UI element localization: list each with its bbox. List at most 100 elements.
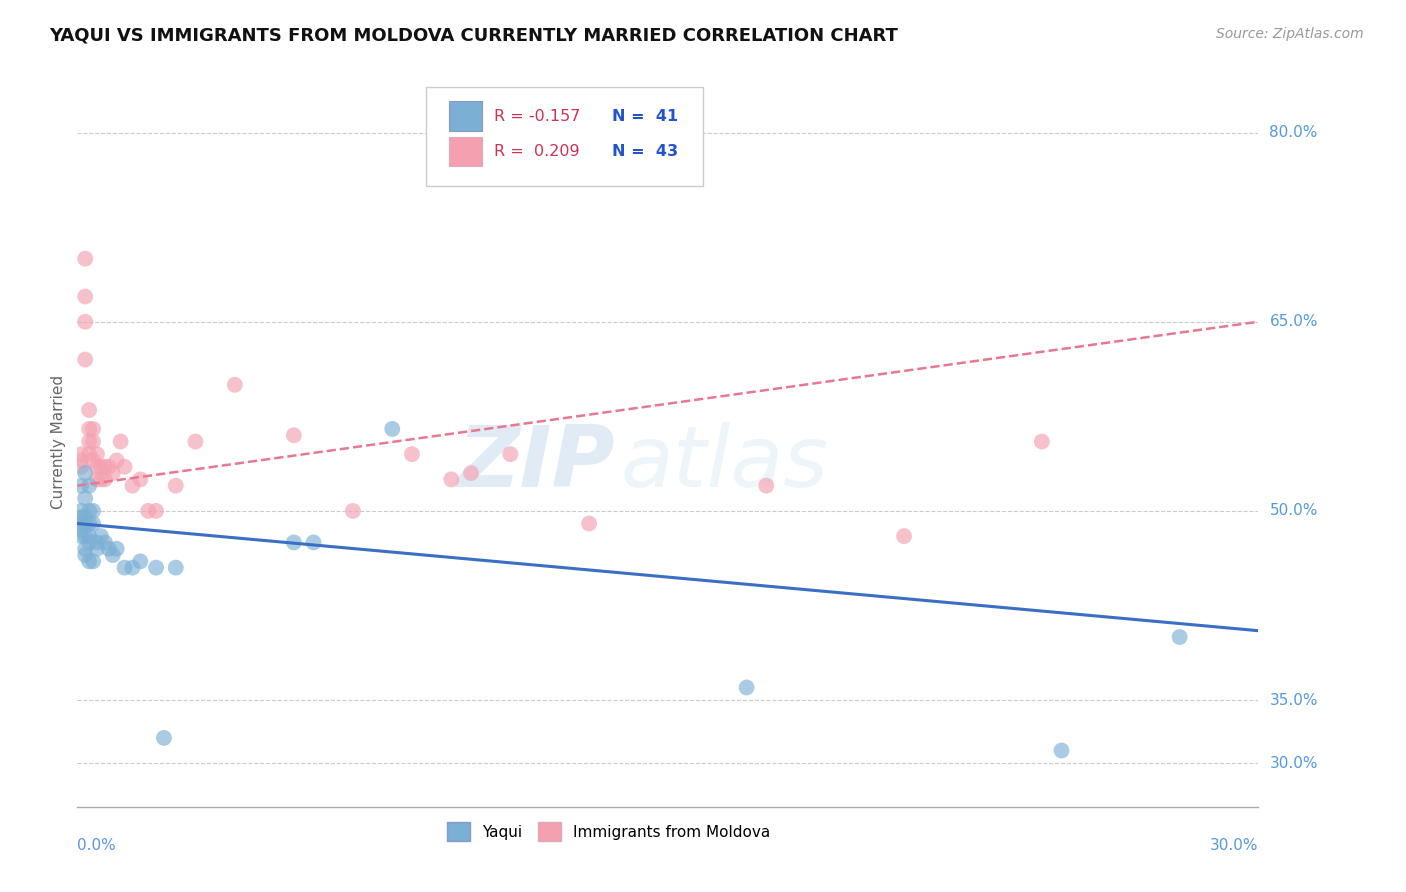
- Point: [86, 472, 108, 486]
- Point: [75, 510, 97, 524]
- Point: [499, 447, 522, 461]
- Point: [75, 541, 97, 556]
- Point: [114, 560, 136, 574]
- FancyBboxPatch shape: [450, 136, 482, 166]
- Point: [283, 535, 305, 549]
- Point: [86, 535, 108, 549]
- Text: 0.0%: 0.0%: [77, 838, 117, 853]
- Point: [145, 504, 167, 518]
- Point: [75, 252, 97, 266]
- Text: 65.0%: 65.0%: [1270, 314, 1317, 329]
- Point: [75, 529, 97, 543]
- Point: [82, 504, 104, 518]
- Point: [342, 504, 364, 518]
- Point: [121, 478, 143, 492]
- Point: [101, 466, 124, 480]
- Point: [184, 434, 207, 449]
- Point: [86, 541, 108, 556]
- Point: [75, 315, 97, 329]
- Text: 35.0%: 35.0%: [1270, 692, 1317, 707]
- Point: [94, 535, 117, 549]
- Point: [82, 554, 104, 568]
- Point: [94, 459, 117, 474]
- Text: N =  43: N = 43: [613, 144, 679, 159]
- Text: Source: ZipAtlas.com: Source: ZipAtlas.com: [1216, 27, 1364, 41]
- Point: [75, 548, 97, 562]
- Point: [129, 472, 152, 486]
- Point: [114, 459, 136, 474]
- Point: [86, 447, 108, 461]
- Point: [82, 516, 104, 531]
- Point: [70, 523, 93, 537]
- Point: [82, 453, 104, 467]
- Point: [94, 472, 117, 486]
- Point: [755, 478, 778, 492]
- Legend: Yaqui, Immigrants from Moldova: Yaqui, Immigrants from Moldova: [441, 816, 776, 847]
- Text: atlas: atlas: [620, 422, 828, 505]
- Point: [77, 434, 100, 449]
- Point: [97, 459, 120, 474]
- Point: [77, 447, 100, 461]
- Text: ZIP: ZIP: [457, 422, 614, 505]
- Point: [121, 560, 143, 574]
- Point: [302, 535, 325, 549]
- Point: [70, 504, 93, 518]
- Point: [90, 529, 112, 543]
- Point: [460, 466, 482, 480]
- Point: [1050, 743, 1073, 757]
- Point: [165, 478, 187, 492]
- Point: [70, 510, 93, 524]
- Point: [86, 459, 108, 474]
- Point: [75, 491, 97, 506]
- Point: [145, 560, 167, 574]
- Point: [70, 447, 93, 461]
- Point: [77, 403, 100, 417]
- Point: [101, 548, 124, 562]
- Text: R =  0.209: R = 0.209: [495, 144, 579, 159]
- Point: [735, 681, 758, 695]
- Text: 30.0%: 30.0%: [1211, 838, 1258, 853]
- Point: [70, 478, 93, 492]
- Point: [90, 459, 112, 474]
- Point: [77, 478, 100, 492]
- Text: R = -0.157: R = -0.157: [495, 109, 581, 124]
- Point: [110, 434, 132, 449]
- Text: 80.0%: 80.0%: [1270, 125, 1317, 140]
- Point: [1168, 630, 1191, 644]
- Point: [153, 731, 176, 745]
- Point: [77, 516, 100, 531]
- Point: [105, 541, 128, 556]
- Point: [283, 428, 305, 442]
- Point: [77, 535, 100, 549]
- Point: [224, 377, 246, 392]
- Point: [70, 529, 93, 543]
- Point: [82, 422, 104, 436]
- Point: [129, 554, 152, 568]
- Point: [70, 459, 93, 474]
- Point: [97, 541, 120, 556]
- Text: N =  41: N = 41: [613, 109, 679, 124]
- Text: 50.0%: 50.0%: [1270, 503, 1317, 518]
- Point: [70, 453, 93, 467]
- Point: [77, 529, 100, 543]
- Point: [75, 516, 97, 531]
- Point: [401, 447, 423, 461]
- Point: [578, 516, 600, 531]
- Point: [82, 434, 104, 449]
- Y-axis label: Currently Married: Currently Married: [51, 375, 66, 508]
- Point: [136, 504, 159, 518]
- FancyBboxPatch shape: [426, 87, 703, 186]
- Point: [77, 422, 100, 436]
- Point: [381, 422, 404, 436]
- Point: [77, 554, 100, 568]
- Point: [70, 516, 93, 531]
- Text: YAQUI VS IMMIGRANTS FROM MOLDOVA CURRENTLY MARRIED CORRELATION CHART: YAQUI VS IMMIGRANTS FROM MOLDOVA CURRENT…: [49, 27, 898, 45]
- FancyBboxPatch shape: [450, 102, 482, 130]
- Point: [77, 504, 100, 518]
- Point: [75, 466, 97, 480]
- Point: [75, 352, 97, 367]
- Point: [75, 289, 97, 303]
- Point: [165, 560, 187, 574]
- Point: [90, 472, 112, 486]
- Point: [440, 472, 463, 486]
